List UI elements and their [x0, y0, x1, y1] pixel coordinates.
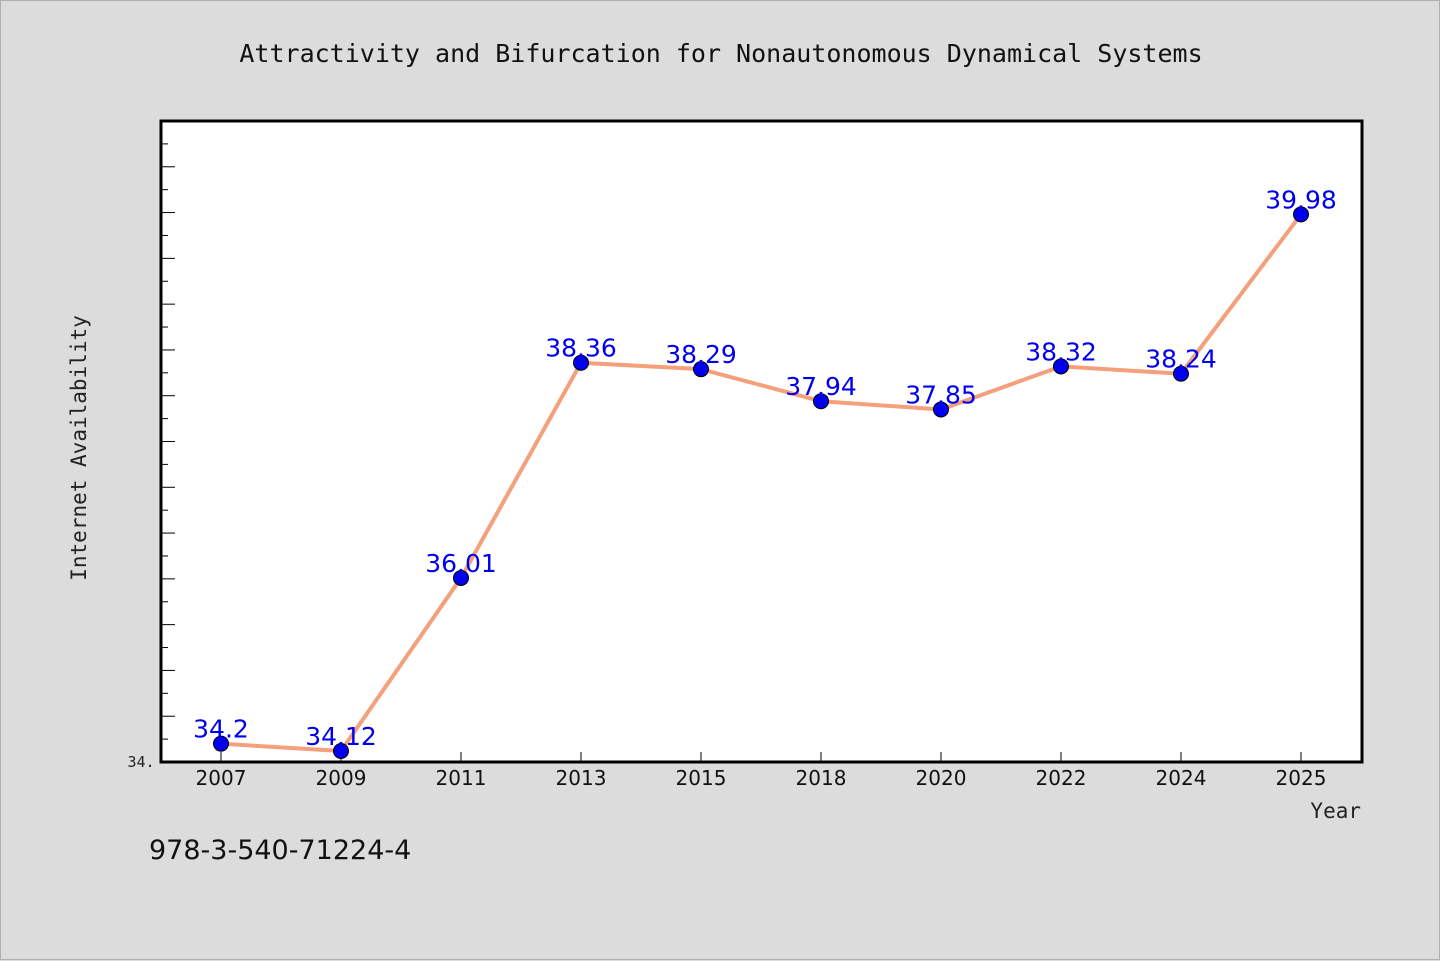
data-label: 34.2	[193, 715, 249, 744]
data-label: 36.01	[425, 549, 497, 578]
isbn-caption: 978-3-540-71224-4	[149, 835, 412, 866]
data-point	[1053, 358, 1069, 375]
x-tick-label: 2020	[916, 766, 967, 790]
data-point	[693, 361, 709, 378]
data-label: 34.12	[305, 722, 377, 751]
y-axis-ticks	[161, 120, 175, 763]
data-label: 37.85	[905, 380, 977, 409]
x-tick-label: 2011	[436, 766, 487, 790]
data-point	[1173, 365, 1189, 382]
x-tick-label: 2024	[1156, 766, 1207, 790]
y-tick-label: 34.	[127, 753, 154, 771]
x-tick-label: 2025	[1276, 766, 1327, 790]
data-point	[213, 735, 229, 752]
x-tick-label: 2013	[556, 766, 607, 790]
data-label: 38.36	[545, 334, 617, 363]
x-tick-label: 2007	[196, 766, 247, 790]
x-tick-label: 2018	[796, 766, 847, 790]
chart-title: Attractivity and Bifurcation for Nonauto…	[239, 39, 1202, 68]
x-axis-tick-labels: 2007 2009 2011 2013 2015 2018 2020 2022 2024 2025	[196, 766, 1327, 790]
data-label: 37.94	[785, 372, 857, 401]
data-label: 38.24	[1145, 345, 1217, 374]
data-label: 38.32	[1025, 337, 1097, 366]
data-label: 38.29	[665, 340, 737, 369]
plot-area	[159, 119, 1364, 764]
x-axis-label: Year	[1310, 799, 1361, 823]
series-line	[220, 213, 1303, 754]
data-label: 39.98	[1265, 185, 1337, 214]
series-group: 34.2 34.12 36.01 38.36 38.29 37.94 37.85 38.32 3…	[193, 185, 1337, 760]
y-axis-label: Internet Availability	[67, 315, 91, 581]
x-tick-label: 2015	[676, 766, 727, 790]
x-tick-label: 2022	[1036, 766, 1087, 790]
data-point	[453, 569, 469, 586]
data-point	[1293, 206, 1309, 223]
x-tick-label: 2009	[316, 766, 367, 790]
data-point	[813, 393, 829, 410]
data-point	[573, 354, 589, 371]
data-point	[933, 401, 949, 418]
data-point	[333, 743, 349, 760]
